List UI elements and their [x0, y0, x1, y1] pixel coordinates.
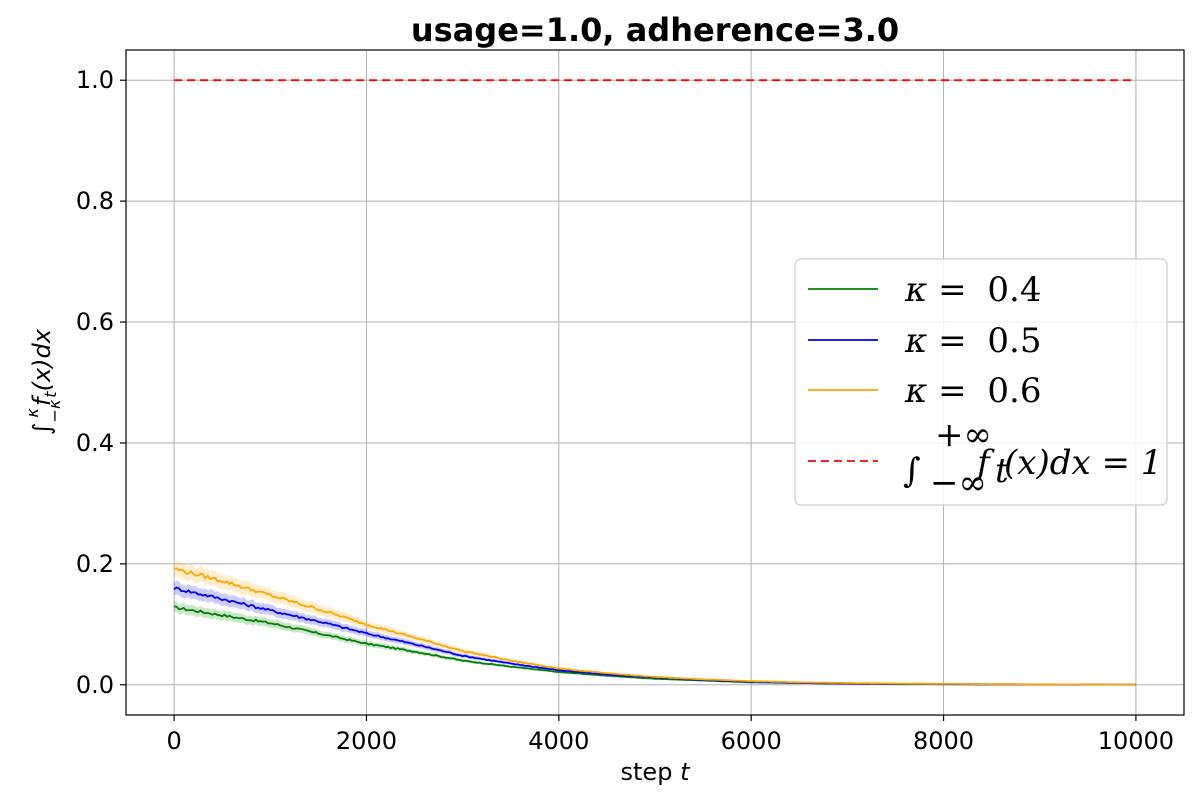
- y-axis-label-upper: κ: [23, 408, 42, 418]
- y-tick-label: 0.0: [76, 671, 114, 699]
- series-lines: [173, 79, 1136, 686]
- x-tick-label: 10000: [1098, 727, 1174, 755]
- y-axis-label: ∫−κκft(x)dx: [23, 328, 64, 435]
- legend-box: [794, 258, 1168, 506]
- x-axis-label: step t: [621, 758, 692, 786]
- legend-integral-lower: −∞: [930, 463, 987, 503]
- x-tick-label: 6000: [721, 727, 782, 755]
- y-tick-label: 0.6: [76, 308, 114, 336]
- legend-equals: =: [927, 371, 977, 411]
- x-tick-label: 0: [166, 727, 181, 755]
- x-tick-label: 8000: [913, 727, 974, 755]
- band--0.6: [174, 560, 1136, 685]
- chart-title: usage=1.0, adherence=3.0: [411, 11, 899, 49]
- legend-label-kappa-0.5: κ = 0.5: [904, 321, 1041, 361]
- y-axis-label-integral: ∫: [28, 422, 56, 435]
- x-tick-label: 4000: [528, 727, 589, 755]
- y-tick-label: 0.2: [76, 550, 114, 578]
- legend: κ = 0.4 κ = 0.5 κ = 0.6 ∫ +∞ −∞ f t (x)d…: [794, 258, 1168, 506]
- legend-sub-t: t: [995, 451, 1009, 491]
- legend-value: 0.4: [987, 270, 1041, 310]
- x-axis-label-variable: t: [680, 758, 691, 786]
- legend-rest: (x)dx = 1: [1004, 443, 1162, 483]
- legend-equals: =: [927, 321, 977, 361]
- x-tick-label: 2000: [336, 727, 397, 755]
- y-axis-label-lower: −κ: [45, 399, 64, 422]
- plot-frame: [125, 49, 1185, 716]
- legend-label-total-integral: ∫ +∞ −∞ f t (x)dx = 1: [903, 415, 1162, 503]
- legend-integral-sign: ∫: [903, 451, 921, 491]
- y-tick-label: 0.4: [76, 429, 114, 457]
- y-axis-label-rest: (x)dx: [28, 328, 56, 391]
- y-tick-label: 1.0: [76, 66, 114, 94]
- legend-label-kappa-0.4: κ = 0.4: [904, 270, 1041, 310]
- legend-equals: =: [927, 270, 977, 310]
- y-axis-label-sub-t: t: [41, 391, 60, 398]
- axis-ticks: 0 2000 4000 6000 8000 10000 0.0 0.2 0.4 0.6 0.8 1.0: [76, 66, 1174, 755]
- legend-value: 0.5: [987, 321, 1041, 361]
- x-axis-label-word: step: [621, 758, 681, 786]
- legend-kappa-symbol: κ: [904, 371, 927, 411]
- legend-integral-upper: +∞: [935, 415, 992, 455]
- legend-kappa-symbol: κ: [904, 270, 927, 310]
- y-tick-label: 0.8: [76, 187, 114, 215]
- legend-value: 0.6: [987, 371, 1041, 411]
- series-line--0.6: [173, 567, 1136, 686]
- legend-label-kappa-0.6: κ = 0.6: [904, 371, 1041, 411]
- legend-kappa-symbol: κ: [904, 321, 927, 361]
